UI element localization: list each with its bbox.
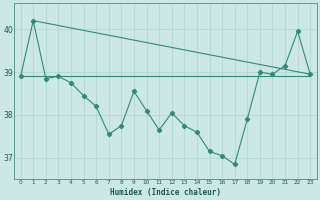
X-axis label: Humidex (Indice chaleur): Humidex (Indice chaleur): [110, 188, 221, 197]
